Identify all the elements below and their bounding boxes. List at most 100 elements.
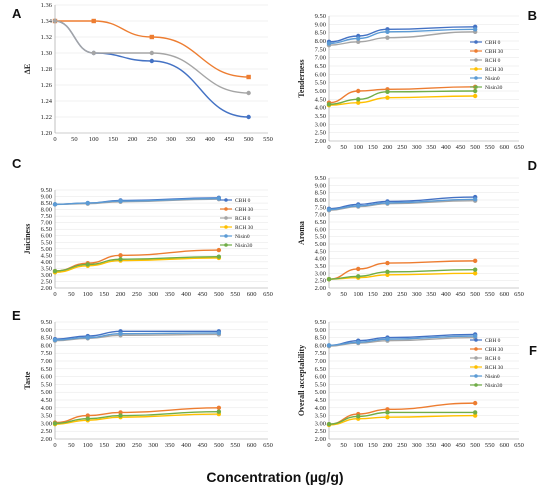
y-tick-label: 1.30 — [41, 50, 52, 57]
x-tick-label: 350 — [426, 442, 436, 449]
legend-entry: CBH 0 — [485, 338, 501, 344]
y-tick-label: 9.00 — [41, 194, 52, 201]
panel-label: C — [12, 156, 22, 171]
x-tick-label: 400 — [441, 144, 451, 151]
y-tick-label: 1.24 — [41, 98, 53, 105]
data-point — [472, 258, 478, 264]
x-tick-label: 450 — [224, 136, 234, 143]
x-tick-label: 100 — [83, 291, 93, 298]
x-tick-label: 200 — [116, 291, 126, 298]
y-tick-label: 7.50 — [41, 350, 52, 357]
x-tick-label: 650 — [514, 442, 524, 449]
data-point — [472, 27, 478, 32]
x-tick-label: 300 — [412, 442, 422, 449]
legend-entry: CBH 0 — [485, 40, 501, 46]
data-point — [52, 268, 58, 274]
y-tick-label: 8.50 — [41, 335, 52, 342]
y-tick-label: 7.00 — [315, 212, 326, 219]
data-point — [149, 58, 155, 64]
legend-marker — [224, 216, 228, 220]
data-point — [246, 114, 251, 120]
series-line — [328, 402, 476, 425]
data-point — [356, 266, 361, 272]
legend-marker — [474, 338, 478, 342]
series-line — [55, 20, 249, 78]
x-tick-label: 250 — [397, 144, 407, 151]
y-axis-title: Tenderness — [297, 59, 306, 97]
y-tick-label: 9.50 — [41, 319, 52, 326]
y-tick-label: 6.50 — [41, 366, 52, 373]
legend-marker — [474, 383, 478, 387]
y-axis-title: Overall acceptability — [297, 345, 306, 416]
legend-entry: CBH 30 — [485, 347, 503, 353]
y-tick-label: 2.00 — [41, 436, 52, 443]
data-point — [149, 34, 155, 40]
legend-entry: CBH 30 — [485, 49, 503, 55]
series-line — [54, 333, 219, 342]
data-point — [118, 257, 123, 262]
series-line — [328, 333, 476, 347]
x-tick-label: 350 — [426, 144, 436, 151]
y-tick-label: 4.00 — [315, 256, 326, 263]
y-tick-label: 7.00 — [41, 220, 52, 227]
y-tick-label: 5.00 — [315, 241, 326, 248]
x-tick-label: 200 — [383, 144, 393, 151]
data-point — [326, 102, 332, 107]
series-line — [328, 86, 476, 104]
y-tick-label: 3.50 — [41, 265, 52, 272]
x-tick-label: 500 — [244, 136, 254, 143]
x-tick-label: 600 — [247, 291, 257, 298]
x-tick-label: 150 — [368, 442, 378, 449]
legend-entry: CBH 0 — [235, 198, 251, 204]
x-tick-label: 200 — [128, 136, 138, 143]
legend-marker — [474, 40, 478, 44]
legend-entry: Nisin30 — [485, 85, 503, 91]
y-tick-label: 6.50 — [315, 366, 326, 373]
legend-entry: RCH 0 — [235, 216, 251, 222]
data-point — [356, 340, 361, 345]
x-tick-label: 300 — [412, 144, 422, 151]
x-tick-label: 200 — [116, 442, 126, 449]
x-tick-label: 500 — [214, 291, 224, 298]
y-axis-title: Juiciness — [23, 224, 32, 255]
panel-label: E — [12, 308, 21, 323]
y-tick-label: 4.50 — [315, 397, 326, 404]
y-tick-label: 5.50 — [315, 234, 326, 241]
data-point — [385, 200, 390, 206]
data-point — [85, 200, 90, 206]
y-tick-label: 9.50 — [315, 175, 326, 182]
legend-marker — [474, 356, 478, 360]
data-point — [118, 331, 123, 336]
legend-entry: Nisin30 — [235, 243, 253, 249]
data-point — [385, 407, 390, 412]
data-point — [216, 409, 222, 414]
y-tick-label: 2.50 — [41, 278, 52, 285]
legend-marker — [224, 198, 228, 202]
x-tick-label: 50 — [340, 144, 347, 151]
x-tick-label: 250 — [397, 442, 407, 449]
data-point — [326, 343, 332, 348]
data-point — [472, 410, 478, 415]
data-point — [326, 421, 332, 427]
x-tick-label: 0 — [53, 291, 56, 298]
series-line — [328, 414, 476, 426]
data-point — [326, 207, 332, 212]
x-tick-label: 350 — [165, 291, 175, 298]
y-tick-label: 6.00 — [315, 71, 326, 78]
x-tick-label: 600 — [500, 144, 510, 151]
panel-label: F — [529, 343, 537, 358]
data-point — [52, 421, 58, 426]
x-tick-label: 450 — [456, 291, 466, 298]
data-point — [472, 93, 478, 99]
data-point — [356, 88, 361, 94]
x-tick-label: 200 — [383, 442, 393, 449]
x-tick-label: 550 — [485, 144, 495, 151]
series-line — [328, 196, 476, 210]
x-tick-label: 250 — [147, 136, 157, 143]
y-tick-label: 1.22 — [41, 114, 52, 121]
y-tick-label: 4.50 — [41, 252, 52, 259]
y-tick-label: 2.00 — [41, 285, 52, 292]
y-axis-title: Taste — [23, 371, 32, 389]
x-tick-label: 250 — [132, 291, 142, 298]
y-axis-title: ΔE — [23, 64, 32, 74]
